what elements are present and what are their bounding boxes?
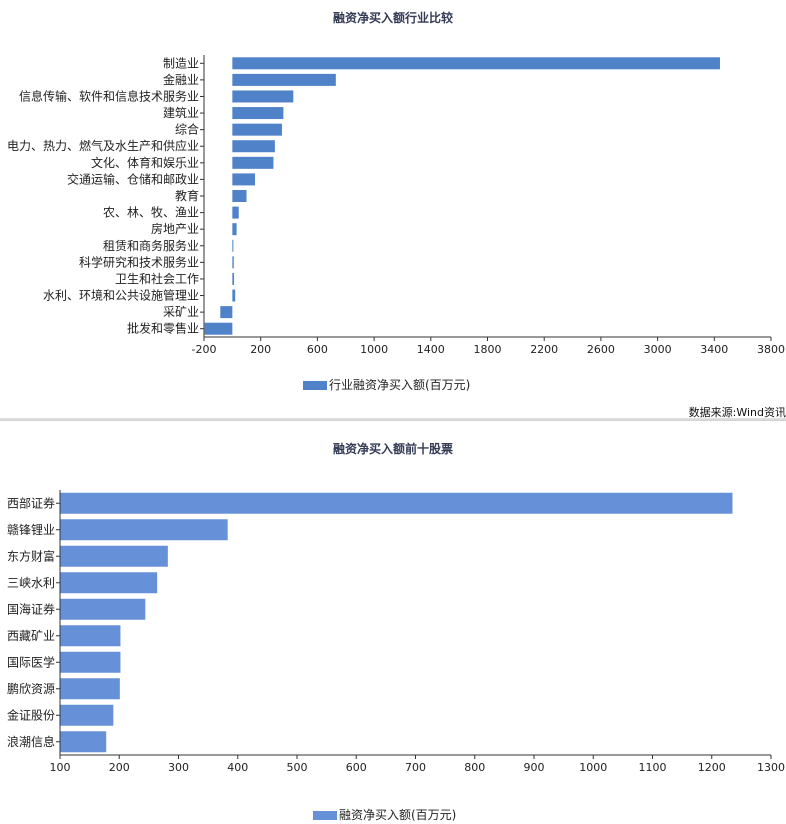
bar — [232, 239, 234, 252]
bar — [232, 107, 284, 120]
y-tick-label: 制造业 — [163, 56, 199, 70]
top-stocks-bar-chart: 西部证券赣锋锂业东方财富三峡水利国海证券西藏矿业国际医学鹏欣资源金证股份浪潮信息… — [7, 490, 785, 774]
legend-label: 融资净买入额(百万元) — [339, 808, 457, 822]
x-tick-label: 800 — [464, 761, 485, 774]
bar — [204, 322, 233, 335]
bar — [232, 190, 247, 202]
bar — [232, 272, 235, 285]
bar — [60, 598, 146, 620]
y-tick-label: 科学研究和技术服务业 — [79, 254, 199, 269]
y-tick-label: 水利、环境和公共设施管理业 — [43, 288, 199, 303]
x-tick-label: 600 — [307, 343, 328, 356]
bar — [232, 173, 256, 186]
bar — [60, 519, 228, 541]
y-tick-label: 电力、热力、燃气及水生产和供应业 — [7, 138, 199, 153]
bar — [232, 206, 239, 219]
y-tick-label: 西藏矿业 — [7, 629, 55, 643]
y-tick-label: 交通运输、仓储和邮政业 — [67, 171, 199, 186]
panel-separator — [0, 418, 786, 421]
x-tick-label: 200 — [109, 761, 130, 774]
bar — [60, 678, 120, 700]
bar — [232, 90, 294, 103]
y-tick-label: 三峡水利 — [7, 576, 55, 590]
x-tick-label: 1000 — [579, 761, 607, 774]
bar — [60, 651, 121, 673]
y-tick-label: 文化、体育和娱乐业 — [91, 155, 199, 170]
x-tick-label: 100 — [50, 761, 71, 774]
x-tick-label: 500 — [287, 761, 308, 774]
y-tick-label: 赣锋锂业 — [7, 522, 55, 537]
y-tick-label: 东方财富 — [7, 548, 55, 563]
bar — [232, 140, 275, 153]
chart-title: 融资净买入额前十股票 — [332, 442, 453, 456]
y-tick-label: 采矿业 — [163, 305, 199, 319]
y-tick-label: 金证股份 — [7, 707, 55, 722]
x-tick-label: 1200 — [698, 761, 726, 774]
y-tick-label: 鹏欣资源 — [7, 682, 55, 696]
industry-bar-chart: 制造业金融业信息传输、软件和信息技术服务业建筑业综合电力、热力、燃气及水生产和供… — [7, 55, 785, 356]
x-tick-label: 200 — [250, 343, 271, 356]
bar — [232, 57, 720, 70]
bar — [232, 223, 237, 236]
bar — [232, 123, 282, 136]
y-tick-label: 建筑业 — [163, 105, 199, 120]
y-tick-label: 信息传输、软件和信息技术服务业 — [19, 88, 199, 103]
x-tick-label: 1300 — [757, 761, 785, 774]
x-tick-label: 3000 — [644, 343, 672, 356]
y-tick-label: 教育 — [175, 188, 199, 203]
chart-legend: 融资净买入额(百万元) — [313, 806, 456, 823]
y-tick-label: 金融业 — [163, 72, 199, 87]
x-tick-label: 1000 — [360, 343, 388, 356]
y-tick-label: 浪潮信息 — [7, 734, 55, 749]
y-tick-label: 租赁和商务服务业 — [103, 238, 199, 253]
chart-title: 融资净买入额行业比较 — [332, 11, 453, 25]
x-tick-label: 400 — [227, 761, 248, 774]
bar — [232, 256, 234, 269]
bar — [60, 572, 158, 594]
chart-legend: 行业融资净买入额(百万元) — [303, 376, 470, 393]
top-stocks-chart-panel: 融资净买入额前十股票 西部证券赣锋锂业东方财富三峡水利国海证券西藏矿业国际医学鹏… — [0, 421, 786, 824]
bar — [232, 289, 236, 302]
industry-chart-panel: 融资净买入额行业比较 制造业金融业 信息传输、软件和信息技术服务业建筑业综合 电力、… — [7, 11, 786, 419]
x-tick-label: 1100 — [639, 761, 667, 774]
x-tick-label: 3400 — [700, 343, 728, 356]
bar — [60, 492, 733, 514]
y-tick-label: 房地产业 — [151, 221, 199, 236]
y-tick-label: 批发和零售业 — [127, 321, 199, 336]
bar — [220, 306, 233, 319]
y-tick-label: 农、林、牧、渔业 — [103, 206, 199, 220]
bar — [60, 545, 168, 567]
x-tick-label: -200 — [192, 343, 217, 356]
x-tick-label: 600 — [346, 761, 367, 774]
y-tick-label: 西部证券 — [7, 495, 55, 510]
data-source-note: 数据来源:Wind资讯 — [688, 406, 786, 419]
x-tick-label: 2200 — [530, 343, 558, 356]
y-tick-label: 国际医学 — [7, 654, 55, 669]
x-tick-label: 3800 — [757, 343, 785, 356]
legend-label: 行业融资净买入额(百万元) — [329, 378, 471, 392]
bar — [60, 704, 114, 726]
x-tick-label: 2600 — [587, 343, 615, 356]
x-tick-label: 300 — [168, 761, 189, 774]
x-tick-label: 900 — [524, 761, 545, 774]
bar — [232, 73, 336, 86]
bar — [60, 731, 107, 753]
bar — [232, 156, 274, 169]
y-tick-label: 综合 — [175, 122, 199, 137]
x-tick-label: 700 — [405, 761, 426, 774]
x-tick-label: 1800 — [474, 343, 502, 356]
y-tick-label: 国海证券 — [7, 601, 55, 616]
x-tick-label: 1400 — [417, 343, 445, 356]
legend-swatch — [313, 811, 337, 820]
legend-swatch — [303, 381, 327, 390]
y-tick-label: 卫生和社会工作 — [115, 271, 199, 286]
bar — [60, 625, 121, 647]
